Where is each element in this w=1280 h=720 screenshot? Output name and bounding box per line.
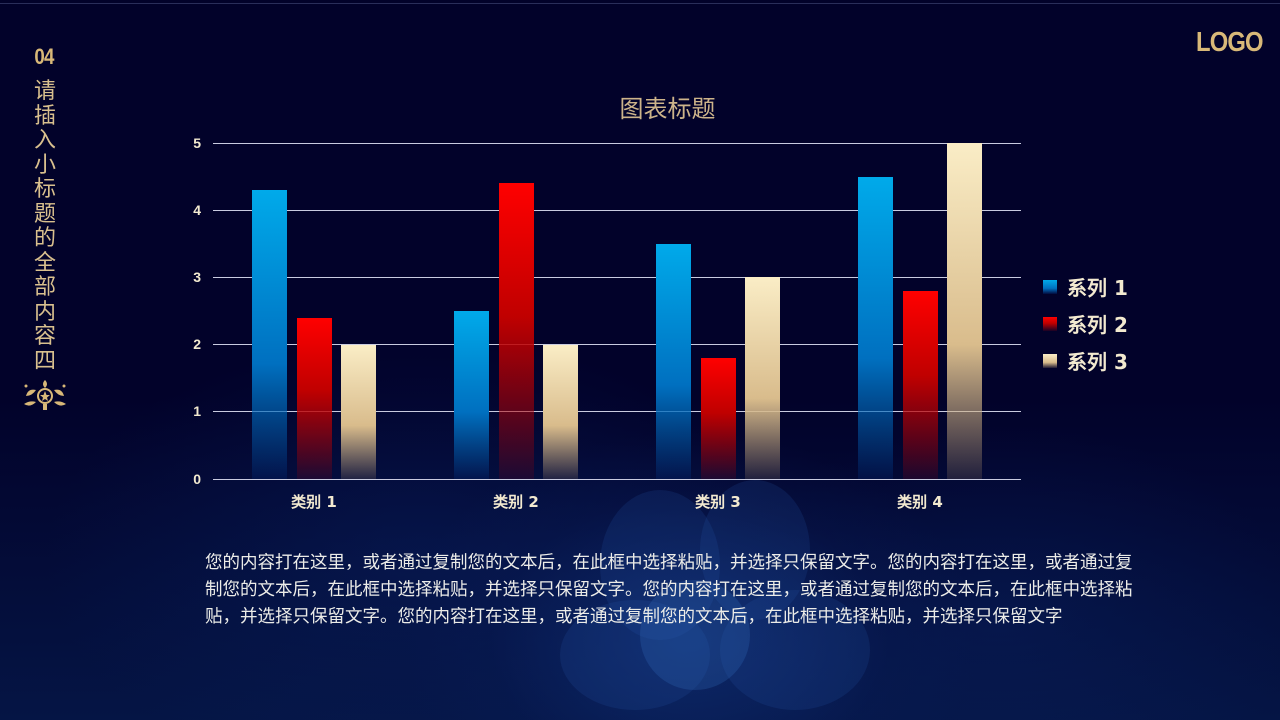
bar-series-2-category-1 — [297, 317, 332, 479]
background-flower-petal — [700, 480, 810, 620]
gridline — [213, 277, 1021, 278]
bar-series-3-category-2 — [543, 344, 578, 479]
legend-item-series-2: 系列 2 — [1043, 305, 1128, 342]
gridline — [213, 344, 1021, 345]
y-tick-label: 5 — [193, 135, 201, 151]
y-tick-label: 0 — [193, 471, 201, 487]
y-tick-label: 4 — [193, 202, 201, 218]
bar-series-2-category-2 — [499, 183, 534, 479]
vertical-subtitle: 请插入小标题的全部内容四 — [33, 79, 56, 374]
background-flower-petal — [720, 590, 870, 710]
gridline — [213, 143, 1021, 144]
bar-series-2-category-4 — [903, 290, 938, 479]
y-tick-label: 1 — [193, 403, 201, 419]
legend-label: 系列 1 — [1067, 276, 1128, 300]
legend-item-series-1: 系列 1 — [1043, 268, 1128, 305]
top-border-line — [0, 3, 1280, 4]
bar-series-3-category-4 — [947, 143, 982, 479]
bar-series-3-category-1 — [341, 344, 376, 479]
bar-series-2-category-3 — [701, 358, 736, 479]
ornament-icon — [24, 380, 66, 410]
bar-series-3-category-3 — [745, 277, 780, 479]
legend-label: 系列 2 — [1067, 313, 1128, 337]
section-number: 04 — [34, 44, 54, 69]
chart-plot-area: 5 4 3 2 1 0 — [193, 135, 1021, 487]
gridline — [213, 411, 1021, 412]
logo: LOGO — [1196, 26, 1264, 57]
chart-legend: 系列 1 系列 2 系列 3 — [1043, 268, 1128, 379]
bar-series-1-category-1 — [252, 190, 287, 479]
background-flower-center — [640, 580, 750, 690]
x-tick-label: 类别 4 — [897, 493, 943, 511]
y-tick-label: 3 — [193, 269, 201, 285]
legend-swatch-blue — [1043, 279, 1057, 294]
body-paragraph: 您的内容打在这里，或者通过复制您的文本后，在此框中选择粘贴，并选择只保留文字。您… — [205, 553, 1133, 627]
bar-series-1-category-2 — [454, 311, 489, 479]
legend-item-series-3: 系列 3 — [1043, 342, 1128, 379]
x-axis-line — [213, 479, 1021, 480]
x-tick-label: 类别 1 — [291, 493, 337, 511]
background-flower-petal — [560, 600, 710, 710]
background-flower-petal — [600, 490, 720, 640]
legend-label: 系列 3 — [1067, 350, 1128, 374]
chart-title: 图表标题 — [619, 95, 716, 123]
legend-swatch-red — [1043, 316, 1057, 331]
x-tick-label: 类别 2 — [493, 493, 539, 511]
x-tick-label: 类别 3 — [695, 493, 741, 511]
bar-series-1-category-4 — [858, 176, 893, 479]
y-tick-label: 2 — [193, 336, 201, 352]
legend-swatch-cream — [1043, 353, 1057, 368]
gridline — [213, 210, 1021, 211]
bar-series-1-category-3 — [656, 243, 691, 479]
